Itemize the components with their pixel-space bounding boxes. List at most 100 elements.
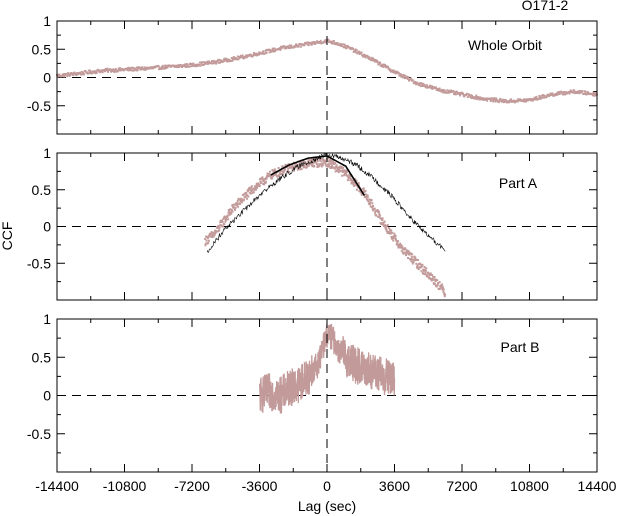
data-point [430, 85, 433, 88]
data-point [252, 191, 255, 194]
data-point [370, 206, 373, 209]
data-point [80, 70, 83, 73]
data-point [224, 219, 227, 222]
data-point [287, 47, 290, 50]
data-point [128, 66, 131, 69]
data-point [396, 244, 399, 247]
data-point [540, 94, 543, 97]
data-point [394, 237, 397, 240]
data-point [378, 214, 381, 217]
data-point [216, 226, 219, 229]
data-point [591, 94, 594, 97]
data-point [315, 162, 318, 165]
y-axis-label: CCF [0, 222, 15, 251]
data-point [392, 235, 395, 238]
data-point [202, 63, 205, 66]
data-point [273, 174, 276, 177]
data-point [531, 98, 534, 101]
y-tick-label: 0 [43, 219, 51, 235]
data-point [418, 84, 421, 87]
data-point [254, 188, 257, 191]
data-point [390, 236, 393, 239]
data-point [537, 97, 540, 100]
data-point [239, 202, 242, 205]
data-point [235, 202, 238, 205]
data-point [339, 42, 342, 45]
data-point [98, 70, 101, 73]
data-point [280, 45, 283, 48]
data-point [309, 159, 312, 162]
data-point [525, 100, 528, 103]
data-point [331, 166, 334, 169]
data-point [217, 61, 220, 64]
data-point [217, 225, 220, 228]
data-point [429, 272, 432, 275]
data-point [538, 94, 541, 97]
data-point [355, 49, 358, 52]
x-tick-label: 3600 [379, 478, 410, 494]
data-point [331, 40, 334, 43]
data-point [247, 195, 250, 198]
data-point [77, 73, 80, 76]
data-point [204, 244, 207, 247]
data-point [379, 222, 382, 225]
data-point [394, 234, 397, 237]
data-point [72, 74, 75, 77]
data-point [452, 90, 455, 93]
data-point [355, 188, 358, 191]
data-point [400, 249, 403, 252]
data-point [107, 70, 110, 73]
data-point [205, 239, 208, 242]
data-point [581, 90, 584, 93]
data-point [113, 70, 116, 73]
data-point [186, 63, 189, 66]
data-point [183, 65, 186, 68]
data-point [244, 55, 247, 58]
data-point [432, 275, 435, 278]
data-point [194, 65, 197, 68]
y-tick-label: 1 [43, 13, 51, 29]
data-point [339, 165, 342, 168]
data-point [213, 232, 216, 235]
data-point [352, 47, 355, 50]
data-point [219, 224, 222, 227]
data-point [88, 71, 91, 74]
data-point [145, 68, 148, 71]
data-point [249, 192, 252, 195]
fit-curve [270, 155, 366, 197]
panel-part-b: 1 0.5 0 -0.5 -14400 -10800 -7200 -3600 0 3600 7200… [27, 311, 617, 494]
data-point [586, 91, 589, 94]
data-point [332, 42, 335, 45]
data-point [278, 174, 281, 177]
data-point [397, 243, 400, 246]
data-point [168, 64, 171, 67]
data-point [288, 171, 291, 174]
data-point [403, 77, 406, 80]
data-point [306, 41, 309, 44]
data-point [223, 215, 226, 218]
data-point [388, 67, 391, 70]
data-point [309, 160, 312, 163]
data-point [391, 70, 394, 73]
data-point [391, 231, 394, 234]
data-point [230, 209, 233, 212]
data-point [580, 91, 583, 94]
data-point [368, 203, 371, 206]
data-point [522, 100, 525, 103]
data-point [583, 92, 586, 95]
data-point [376, 208, 379, 211]
data-point [435, 285, 438, 288]
data-point [423, 266, 426, 269]
data-point [368, 56, 371, 59]
data-point [567, 90, 570, 93]
x-tick-label: -3600 [242, 478, 278, 494]
data-point [322, 159, 325, 162]
data-point [562, 93, 565, 96]
data-point [248, 187, 251, 190]
data-point [299, 45, 302, 48]
data-point [395, 239, 398, 242]
y-tick-label: 0.5 [32, 182, 52, 198]
data-point [111, 70, 114, 73]
data-point [232, 203, 235, 206]
data-point [81, 73, 84, 76]
